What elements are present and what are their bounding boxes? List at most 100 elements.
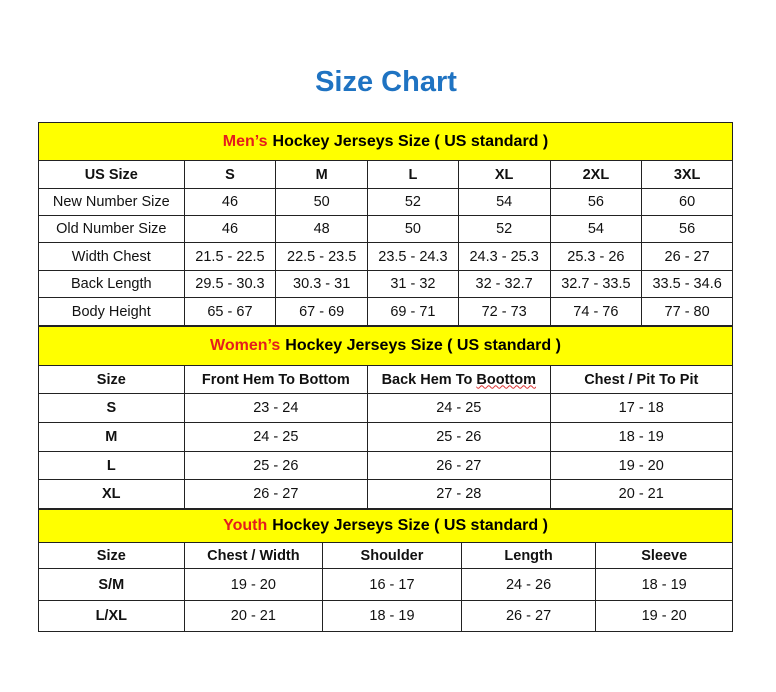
table-cell: 24.3 - 25.3 bbox=[457, 243, 550, 270]
cell-text: 21.5 - 22.5 bbox=[195, 248, 265, 265]
table-cell: 27 - 28 bbox=[367, 480, 549, 508]
cell-text: L bbox=[106, 457, 116, 474]
row-label: Width Chest bbox=[39, 243, 184, 270]
cell-text: 25 - 26 bbox=[253, 457, 299, 474]
cell-text: US Size bbox=[84, 166, 138, 183]
cell-text: S bbox=[225, 166, 235, 183]
youth-size-table: Youth Hockey Jerseys Size ( US standard )… bbox=[38, 509, 733, 632]
table-cell: 74 - 76 bbox=[549, 298, 642, 325]
cell-text: 24 - 25 bbox=[436, 400, 482, 416]
cell-text: 18 - 19 bbox=[369, 608, 415, 624]
cell-text: 26 - 27 bbox=[253, 486, 299, 502]
cell-text: Length bbox=[504, 547, 553, 564]
column-header: Chest / Pit To Pit bbox=[549, 366, 732, 393]
section-heading-text: Hockey Jerseys Size ( US standard ) bbox=[272, 517, 548, 534]
cell-text: 16 - 17 bbox=[369, 576, 415, 593]
cell-text: 50 bbox=[313, 194, 330, 210]
youth-section-heading: Youth Hockey Jerseys Size ( US standard ) bbox=[38, 509, 733, 543]
cell-text: Sleeve bbox=[641, 547, 688, 564]
column-header: Back Hem To Boottom bbox=[367, 366, 549, 393]
table-cell: 31 - 32 bbox=[367, 271, 458, 297]
page-title: Size Chart bbox=[315, 66, 457, 98]
column-header: US Size bbox=[39, 161, 184, 188]
table-cell: 50 bbox=[275, 189, 367, 215]
table-cell: 32.7 - 33.5 bbox=[549, 271, 642, 297]
mens-size-table: Men’s Hockey Jerseys Size ( US standard )… bbox=[38, 122, 733, 326]
column-header: L bbox=[367, 161, 458, 188]
cell-text: 74 - 76 bbox=[573, 303, 619, 320]
table-cell: 52 bbox=[367, 189, 458, 215]
cell-text: 33.5 - 34.6 bbox=[652, 276, 722, 292]
cell-text: 18 - 19 bbox=[641, 576, 687, 593]
column-header: Size bbox=[39, 543, 184, 568]
table-cell: 23.5 - 24.3 bbox=[367, 243, 458, 270]
table-cell: 22.5 - 23.5 bbox=[275, 243, 367, 270]
row-label: XL bbox=[39, 480, 184, 508]
cell-text: Old Number Size bbox=[56, 221, 167, 237]
table-cell: 30.3 - 31 bbox=[275, 271, 367, 297]
table-cell: 56 bbox=[549, 189, 642, 215]
table-cell: 19 - 20 bbox=[595, 601, 732, 631]
cell-text: 52 bbox=[496, 221, 513, 237]
row-label: New Number Size bbox=[39, 189, 184, 215]
column-header: Size bbox=[39, 366, 184, 393]
womens-size-table: Women’s Hockey Jerseys Size ( US standard… bbox=[38, 326, 733, 509]
cell-text: M bbox=[105, 429, 118, 445]
row-label: L bbox=[39, 452, 184, 479]
cell-text: 31 - 32 bbox=[390, 276, 436, 292]
table-cell: 25.3 - 26 bbox=[549, 243, 642, 270]
table-cell: 18 - 19 bbox=[549, 423, 732, 451]
table-cell: 24 - 26 bbox=[460, 569, 596, 600]
column-header: Sleeve bbox=[595, 543, 732, 568]
table-cell: 33.5 - 34.6 bbox=[641, 271, 732, 297]
table-row: Back Length 29.5 - 30.3 30.3 - 31 31 - 32 32… bbox=[38, 271, 733, 298]
column-header: Front Hem To Bottom bbox=[183, 366, 367, 393]
cell-text: 32.7 - 33.5 bbox=[561, 276, 631, 292]
column-header: Length bbox=[460, 543, 596, 568]
table-cell: 26 - 27 bbox=[183, 480, 367, 508]
cell-text: 54 bbox=[496, 194, 513, 210]
table-cell: 77 - 80 bbox=[641, 298, 732, 325]
cell-text: 77 - 80 bbox=[664, 303, 710, 320]
table-row: Body Height 65 - 67 67 - 69 69 - 71 72 - 73 7… bbox=[38, 298, 733, 326]
cell-text: M bbox=[315, 166, 328, 183]
table-cell: 20 - 21 bbox=[549, 480, 732, 508]
column-header: M bbox=[275, 161, 367, 188]
cell-text: XL bbox=[494, 166, 514, 183]
section-highlight: Women’s bbox=[210, 337, 281, 354]
column-header: S bbox=[183, 161, 276, 188]
cell-text: Width Chest bbox=[71, 248, 151, 265]
cell-text: Size bbox=[96, 547, 126, 564]
cell-text: 19 - 20 bbox=[230, 576, 276, 593]
table-cell: 56 bbox=[641, 216, 732, 242]
cell-text: 2XL bbox=[582, 166, 610, 183]
table-row: New Number Size 46 50 52 54 56 60 bbox=[38, 189, 733, 216]
row-label: L/XL bbox=[39, 601, 184, 631]
section-highlight: Youth bbox=[223, 517, 268, 534]
cell-text: 60 bbox=[679, 194, 696, 210]
table-row: L/XL 20 - 21 18 - 19 26 - 27 19 - 20 bbox=[38, 601, 733, 632]
cell-text: 19 - 20 bbox=[641, 608, 687, 624]
cell-text: 69 - 71 bbox=[390, 303, 436, 320]
header-row: Size Chest / Width Shoulder Length Sleeve bbox=[38, 543, 733, 569]
table-cell: 29.5 - 30.3 bbox=[183, 271, 276, 297]
cell-text: 26 - 27 bbox=[664, 248, 710, 265]
table-row: S 23 - 24 24 - 25 17 - 18 bbox=[38, 394, 733, 423]
table-cell: 18 - 19 bbox=[595, 569, 732, 600]
cell-text: 25 - 26 bbox=[436, 429, 482, 445]
cell-text: 17 - 18 bbox=[618, 400, 664, 416]
cell-text: L/XL bbox=[95, 608, 127, 624]
table-cell: 69 - 71 bbox=[367, 298, 458, 325]
row-label: S bbox=[39, 394, 184, 422]
cell-text: Back Length bbox=[70, 276, 152, 292]
cell-text: New Number Size bbox=[52, 194, 170, 210]
cell-text: Body Height bbox=[71, 303, 151, 320]
column-header: Shoulder bbox=[322, 543, 461, 568]
cell-text: 20 - 21 bbox=[618, 486, 664, 502]
cell-text: 30.3 - 31 bbox=[293, 276, 351, 292]
cell-text: 23 - 24 bbox=[253, 400, 299, 416]
cell-text: Chest / Width bbox=[207, 547, 300, 564]
row-label: Old Number Size bbox=[39, 216, 184, 242]
cell-text: 24 - 25 bbox=[253, 429, 299, 445]
cell-text: 46 bbox=[221, 194, 239, 210]
